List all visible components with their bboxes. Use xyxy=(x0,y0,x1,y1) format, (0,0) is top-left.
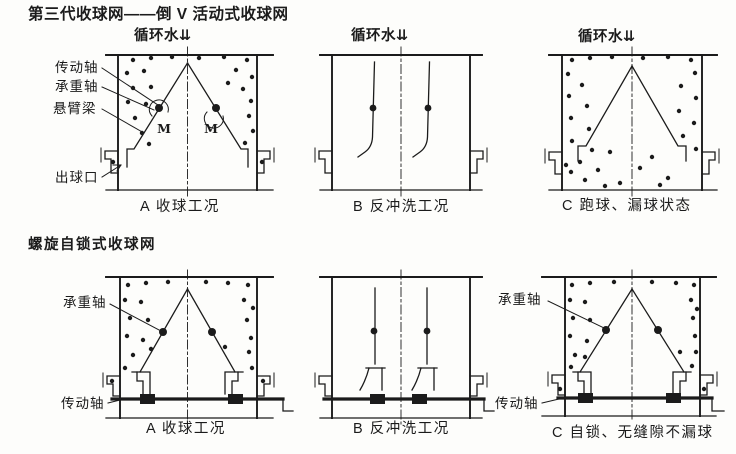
vessel-top-a: M M xyxy=(100,46,275,198)
balls-leaking xyxy=(563,54,699,189)
net-right-arm xyxy=(631,65,687,162)
label-bearing-shaft-bottom-a: 承重轴 xyxy=(63,295,107,310)
net-left-arm xyxy=(577,65,633,162)
bracket-right xyxy=(672,371,692,395)
net-right-arm xyxy=(186,62,249,168)
ball-outlet-left xyxy=(551,374,566,396)
ball-outlet-left xyxy=(106,375,121,397)
pivot-shaft-left xyxy=(369,104,377,112)
ball-outlet-left xyxy=(318,150,333,174)
torque-symbol-right: M xyxy=(204,121,218,136)
label-drive-shaft-bottom-c: 传动轴 xyxy=(495,396,539,411)
ball-outlet-left xyxy=(318,375,333,397)
label-bearing-shaft: 承重轴 xyxy=(55,79,99,94)
label-ball-outlet: 出球口 xyxy=(55,170,99,185)
rotation-arrow-left xyxy=(148,99,169,117)
caption-top-b: B 反冲洗工况 xyxy=(353,199,450,215)
caption-bottom-b: B 反冲洗工况 xyxy=(353,421,450,437)
ball-outlet-right xyxy=(469,375,484,397)
ball-outlet-right xyxy=(256,150,271,174)
pivot-shaft-right xyxy=(212,104,220,112)
balls xyxy=(557,279,707,392)
vessel-bottom-b xyxy=(314,269,495,425)
pivot-shaft-left xyxy=(370,327,378,335)
label-drive-shaft: 传动轴 xyxy=(55,60,99,75)
ball-outlet-right xyxy=(256,375,271,397)
pivot-shaft-right xyxy=(208,328,216,336)
caption-bottom-c: C 自锁、无缝隙不漏球 xyxy=(552,425,714,441)
bracket-left xyxy=(131,371,151,395)
figure-title: 第三代收球网——倒 V 活动式收球网 xyxy=(28,6,289,23)
bearing-block-right xyxy=(228,394,243,404)
ball-outlet-left xyxy=(104,150,119,174)
balls xyxy=(109,279,266,384)
label-cantilever-beam: 悬臂梁 xyxy=(53,101,97,116)
vessel-bottom-a xyxy=(102,269,294,425)
circulating-water-label-c: 循环水⇊ xyxy=(578,29,636,45)
bracket-left xyxy=(572,371,592,395)
caption-top-a: A 收球工况 xyxy=(140,199,220,215)
rotation-arrow-right xyxy=(203,111,224,129)
balls xyxy=(110,54,265,165)
bracket-right xyxy=(224,371,244,395)
vessel-bottom-c xyxy=(541,269,725,423)
pivot-shaft-left xyxy=(159,328,167,336)
caption-bottom-a: A 收球工况 xyxy=(146,421,226,437)
bearing-block-left xyxy=(370,394,385,404)
bearing-block-left xyxy=(578,393,593,403)
bearing-block-right xyxy=(666,393,681,403)
ball-outlet-right xyxy=(699,374,714,396)
torque-symbol-left: M xyxy=(157,121,171,136)
pivot-shaft-right xyxy=(424,104,432,112)
vessel-top-c xyxy=(544,46,720,198)
net-right-hanging xyxy=(412,61,431,158)
ball-outlet-left xyxy=(548,151,563,175)
label-bearing-shaft-bottom-c: 承重轴 xyxy=(498,292,542,307)
bearing-block-right xyxy=(412,394,427,404)
circulating-water-label-a: 循环水⇊ xyxy=(134,28,192,44)
net-left-hanging xyxy=(357,61,376,158)
caption-top-c: C 跑球、漏球状态 xyxy=(562,198,692,214)
net-left-arm xyxy=(126,62,189,168)
pivot-shaft-left xyxy=(155,104,163,112)
pivot-shaft-right xyxy=(423,327,431,335)
section-title-spiral: 螺旋自锁式收球网 xyxy=(28,237,156,253)
ball-outlet-right xyxy=(469,150,484,174)
bearing-block-left xyxy=(140,394,155,404)
circulating-water-label-b: 循环水⇊ xyxy=(351,28,409,44)
label-drive-shaft-bottom-a: 传动轴 xyxy=(61,396,105,411)
pivot-shaft-right xyxy=(654,326,662,334)
ball-outlet-right xyxy=(701,151,716,175)
vessel-top-b xyxy=(314,46,488,198)
